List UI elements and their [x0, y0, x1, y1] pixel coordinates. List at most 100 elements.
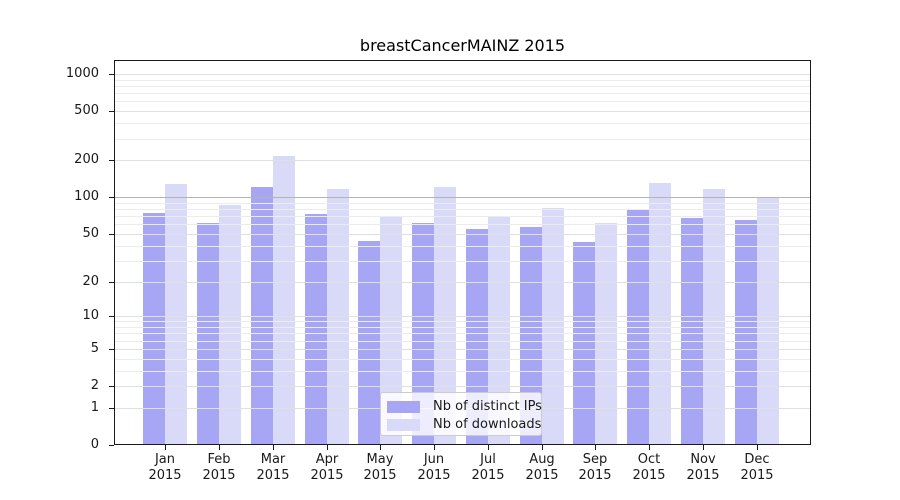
bar-distinct-ips: [358, 240, 381, 445]
x-tick-month: Jan: [154, 452, 176, 467]
gridline: [114, 139, 811, 140]
x-tick-label: Oct 2015: [617, 452, 681, 484]
gridline: [114, 333, 811, 334]
x-tick-mark: [380, 445, 381, 450]
gridline: [114, 93, 811, 94]
gridline: [114, 261, 811, 262]
gridline: [114, 160, 811, 161]
y-tick-label: 1000: [65, 66, 99, 81]
gridline: [114, 282, 811, 283]
x-tick-label: Dec 2015: [725, 452, 789, 484]
grid-layer: [114, 60, 811, 445]
legend-entry-downloads: Nb of downloads: [387, 416, 541, 434]
bar-downloads: [272, 156, 295, 445]
y-tick-label: 500: [74, 103, 99, 118]
y-tick-mark: [109, 316, 114, 317]
gridline: [114, 101, 811, 102]
gridline: [114, 316, 811, 317]
y-tick-mark: [109, 386, 114, 387]
gridline: [114, 74, 811, 75]
legend: Nb of distinct IPs Nb of downloads: [380, 392, 542, 436]
gridline: [114, 209, 811, 210]
x-tick-label: Jul 2015: [456, 452, 520, 484]
x-tick-mark: [327, 445, 328, 450]
x-tick-year: 2015: [310, 468, 344, 483]
bar-distinct-ips: [573, 241, 596, 445]
x-tick-label: Jun 2015: [402, 452, 466, 484]
x-tick-month: Apr: [315, 452, 339, 467]
x-tick-label: Aug 2015: [510, 452, 574, 484]
x-tick-mark: [649, 445, 650, 450]
x-tick-year: 2015: [740, 468, 774, 483]
x-tick-month: Dec: [744, 452, 770, 467]
x-tick-mark: [273, 445, 274, 450]
y-tick-label: 1: [90, 400, 99, 415]
bar-downloads: [649, 183, 672, 445]
x-tick-year: 2015: [525, 468, 559, 483]
x-tick-mark: [542, 445, 543, 450]
x-tick-year: 2015: [578, 468, 612, 483]
bar-distinct-ips: [143, 213, 166, 445]
gridline: [114, 123, 811, 124]
y-tick-label: 200: [74, 152, 99, 167]
x-tick-label: Feb 2015: [187, 452, 251, 484]
gridline: [114, 111, 811, 112]
legend-entry-distinct-ips: Nb of distinct IPs: [387, 398, 542, 416]
bar-distinct-ips: [734, 220, 757, 445]
bar-distinct-ips: [680, 217, 703, 445]
x-tick-year: 2015: [256, 468, 290, 483]
bar-distinct-ips: [304, 213, 327, 445]
x-tick-month: Aug: [529, 452, 555, 467]
x-tick-year: 2015: [202, 468, 236, 483]
y-tick-mark: [109, 197, 114, 198]
gridline: [114, 197, 811, 198]
gridline: [114, 224, 811, 225]
x-tick-year: 2015: [686, 468, 720, 483]
bar-downloads: [702, 189, 725, 445]
x-tick-mark: [165, 445, 166, 450]
bar-downloads: [487, 216, 510, 445]
x-tick-label: Apr 2015: [295, 452, 359, 484]
x-tick-month: Mar: [260, 452, 286, 467]
y-tick-mark: [109, 74, 114, 75]
legend-label-distinct-ips: Nb of distinct IPs: [433, 399, 542, 414]
legend-label-downloads: Nb of downloads: [433, 417, 542, 432]
gridline: [114, 80, 811, 81]
chart-title: breastCancerMAINZ 2015: [359, 36, 566, 55]
bar-downloads: [541, 207, 564, 445]
y-tick-mark: [109, 408, 114, 409]
bar-downloads: [165, 184, 188, 445]
y-tick-label: 2: [90, 378, 99, 393]
y-tick-label: 100: [74, 189, 99, 204]
y-tick-mark: [109, 282, 114, 283]
y-tick-label: 0: [90, 437, 99, 452]
x-tick-label: Jan 2015: [133, 452, 197, 484]
x-tick-month: Sep: [582, 452, 608, 467]
x-tick-year: 2015: [148, 468, 182, 483]
gridline: [114, 386, 811, 387]
legend-swatch-distinct-ips: [387, 401, 420, 413]
y-tick-mark: [109, 111, 114, 112]
x-tick-year: 2015: [363, 468, 397, 483]
x-tick-month: May: [366, 452, 394, 467]
x-tick-month: Feb: [207, 452, 231, 467]
y-tick-mark: [109, 234, 114, 235]
gridline: [114, 321, 811, 322]
axes-frame: [114, 60, 811, 445]
x-tick-mark: [757, 445, 758, 450]
gridline: [114, 371, 811, 372]
gridline: [114, 234, 811, 235]
bar-distinct-ips: [519, 226, 542, 445]
legend-swatch-downloads: [387, 419, 420, 431]
gridline: [114, 203, 811, 204]
gridline: [114, 349, 811, 350]
x-tick-month: Oct: [637, 452, 661, 467]
y-tick-mark: [109, 160, 114, 161]
plot-area: Nb of distinct IPs Nb of downloads: [114, 60, 811, 445]
gridline: [114, 341, 811, 342]
y-tick-label: 20: [82, 274, 99, 289]
x-tick-year: 2015: [632, 468, 666, 483]
x-tick-label: Mar 2015: [241, 452, 305, 484]
x-tick-label: Sep 2015: [563, 452, 627, 484]
